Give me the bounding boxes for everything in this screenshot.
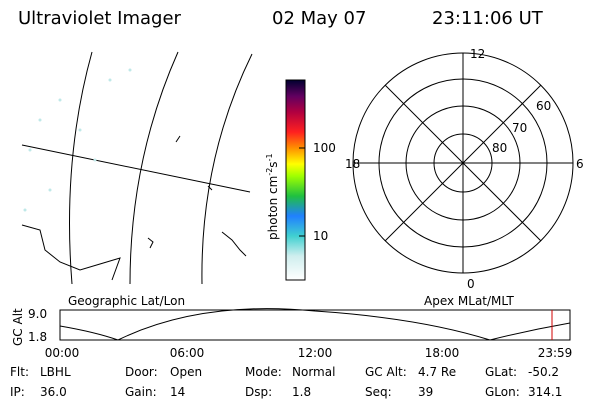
polar-labels: 12 18 6 0 60 70 80 bbox=[345, 47, 584, 291]
field-value: Normal bbox=[292, 365, 335, 379]
map-label: Geographic Lat/Lon bbox=[68, 294, 185, 308]
lat-label: 70 bbox=[512, 121, 527, 135]
field-label: Mode: bbox=[245, 365, 282, 379]
field-value: -50.2 bbox=[528, 365, 559, 379]
mlt-label: 12 bbox=[470, 47, 485, 61]
alt-ytick: 1.8 bbox=[28, 330, 47, 344]
alt-xtick: 12:00 bbox=[298, 346, 333, 360]
instrument: Ultraviolet Imager bbox=[18, 8, 182, 29]
colorbar-label: photon cm-2s-1 bbox=[265, 153, 280, 240]
field-value: 4.7 Re bbox=[418, 365, 456, 379]
alt-ylabel: GC Alt bbox=[11, 308, 25, 346]
field-value: 36.0 bbox=[40, 385, 67, 399]
field-label: GLat: bbox=[485, 365, 517, 379]
date: 02 May 07 bbox=[272, 8, 366, 29]
field-value: 39 bbox=[418, 385, 433, 399]
field-label: Flt: bbox=[10, 365, 29, 379]
alt-xticks: 00:00 06:00 12:00 18:00 23:59 bbox=[45, 346, 573, 360]
unit: s bbox=[266, 161, 280, 167]
field-label: Seq: bbox=[365, 385, 392, 399]
lat-label: 80 bbox=[492, 141, 507, 155]
polar-label: Apex MLat/MLT bbox=[424, 294, 514, 308]
field-label: GC Alt: bbox=[365, 365, 407, 379]
alt-xtick: 00:00 bbox=[45, 346, 80, 360]
field-label: IP: bbox=[10, 385, 25, 399]
alt-ytick: 9.0 bbox=[28, 307, 47, 321]
field-value: 14 bbox=[170, 385, 185, 399]
mlt-label: 0 bbox=[467, 277, 475, 291]
mlt-label: 6 bbox=[576, 157, 584, 171]
colorbar-tick: 100 bbox=[313, 141, 336, 155]
field-value: 1.8 bbox=[292, 385, 311, 399]
unit: photon cm bbox=[266, 176, 280, 240]
footer: Flt: LBHL Door: Open Mode: Normal GC Alt: 4.7 R… bbox=[10, 365, 562, 399]
field-label: GLon: bbox=[485, 385, 520, 399]
mlt-label: 18 bbox=[345, 157, 360, 171]
field-label: Dsp: bbox=[245, 385, 272, 399]
colorbar-tick: 10 bbox=[313, 229, 328, 243]
alt-xtick: 06:00 bbox=[170, 346, 205, 360]
field-value: Open bbox=[170, 365, 202, 379]
exp: -2 bbox=[265, 168, 274, 176]
field-label: Gain: bbox=[125, 385, 157, 399]
polar-grid bbox=[352, 52, 574, 274]
alt-xtick: 23:59 bbox=[538, 346, 573, 360]
altitude-frame bbox=[59, 309, 571, 341]
time: 23:11:06 UT bbox=[432, 8, 544, 29]
lat-label: 60 bbox=[536, 99, 551, 113]
map-speckle bbox=[23, 68, 132, 212]
altitude-curve bbox=[59, 308, 571, 341]
field-value: 314.1 bbox=[528, 385, 562, 399]
map bbox=[21, 51, 253, 285]
field-label: Door: bbox=[125, 365, 158, 379]
exp: -1 bbox=[265, 153, 274, 161]
alt-xtick: 18:00 bbox=[425, 346, 460, 360]
field-value: LBHL bbox=[40, 365, 71, 379]
colorbar bbox=[285, 79, 306, 281]
